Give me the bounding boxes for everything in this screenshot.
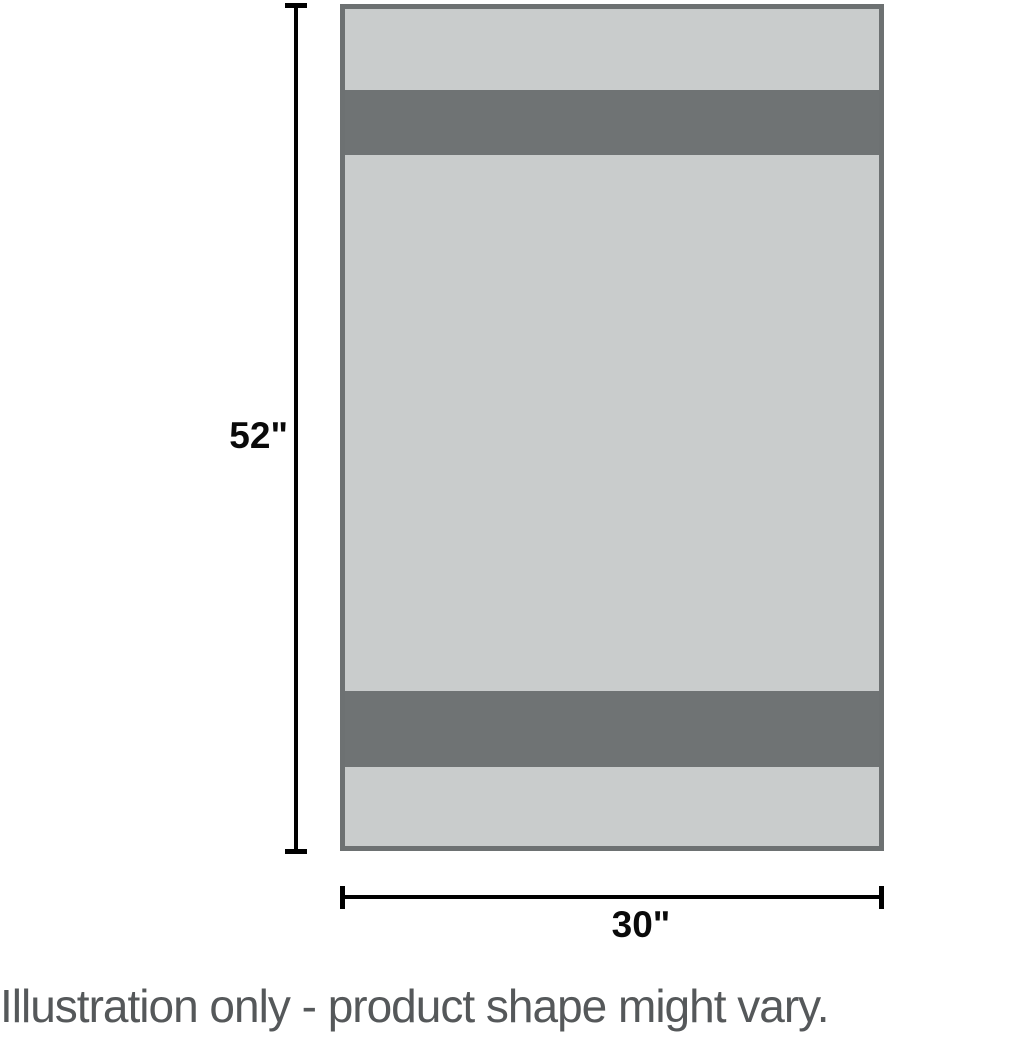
- towel-stripe-top: [345, 90, 879, 155]
- height-dimension-cap-top: [285, 3, 307, 8]
- width-dimension-cap-left: [340, 886, 345, 909]
- height-dimension-cap-bottom: [285, 849, 307, 854]
- height-dimension-line: [294, 4, 298, 853]
- caption: Illustration only - product shape might …: [0, 980, 830, 1032]
- width-dimension-cap-right: [879, 886, 884, 909]
- towel-stripe-bottom: [345, 691, 879, 767]
- width-dimension-line: [341, 895, 884, 899]
- height-label: 52": [229, 415, 288, 456]
- width-label: 30": [611, 904, 671, 945]
- towel-outline: [340, 4, 884, 851]
